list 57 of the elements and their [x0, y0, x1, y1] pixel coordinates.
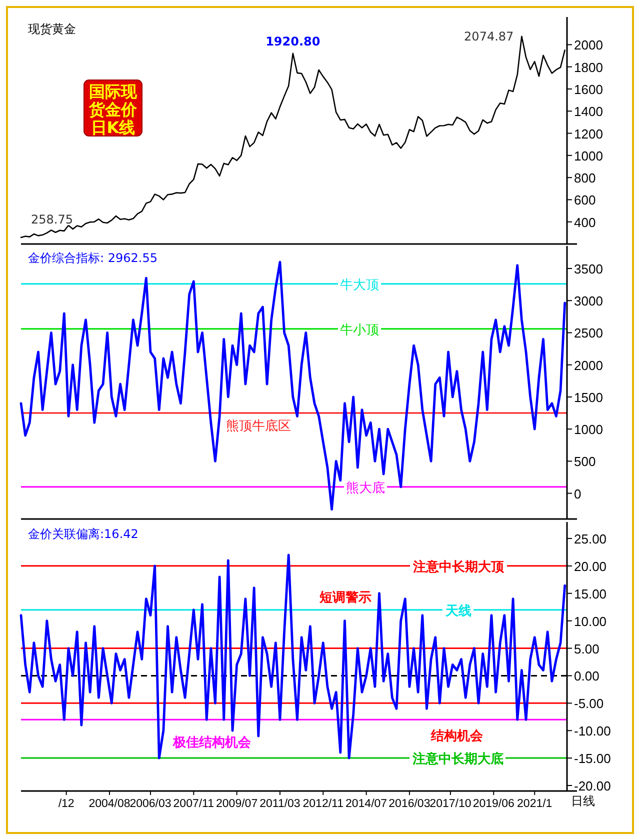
y-tick-label: 1500: [574, 390, 603, 405]
y-tick-label: 3000: [574, 294, 603, 309]
y-tick-label: 25.00: [574, 531, 607, 546]
x-tick-label: 2021/1: [517, 798, 552, 810]
y-tick-label: 2500: [574, 326, 603, 341]
chart-title: 金价关联偏离:16.42: [28, 527, 138, 541]
y-tick-label: 1800: [574, 60, 603, 75]
text: 日线: [571, 794, 595, 808]
y-tick-label: -15.00: [574, 751, 611, 766]
annotation: 2074.87: [464, 29, 514, 44]
y-tick-label: 1600: [574, 82, 603, 97]
y-tick-label: 1000: [574, 148, 603, 164]
ref-line-label: 结构机会: [430, 729, 484, 744]
annotation: 国际现货金价日K线: [88, 82, 138, 137]
y-tick-label: 2000: [574, 358, 603, 373]
y-tick-label: 1000: [574, 422, 603, 438]
y-tick-label: 800: [574, 170, 596, 186]
x-tick-label: 2012/11: [302, 798, 344, 810]
y-tick-label: 5.00: [574, 641, 600, 656]
y-tick-label: -10.00: [574, 724, 611, 739]
chart-title: 现货黄金: [28, 22, 76, 36]
text: 金价综合指标: 2962.55: [28, 251, 158, 265]
x-tick-label: 2016/03: [388, 798, 430, 810]
x-tick-label: /12: [58, 798, 74, 810]
ref-line-label: 牛小顶: [340, 322, 379, 338]
x-tick-label: 2004/08: [88, 798, 130, 810]
ref-line-label: 短调警示: [318, 590, 372, 606]
y-tick-label: 15.00: [574, 586, 607, 602]
ref-line-label: 极佳结构机会: [172, 736, 252, 751]
annotation: 258.75: [31, 212, 73, 226]
x-tick-label: 2014/07: [346, 798, 388, 810]
ref-line-label: 牛大顶: [340, 278, 379, 293]
ref-line-label: 天线: [444, 604, 472, 619]
y-tick-label: 1200: [574, 126, 603, 142]
y-tick-label: -20.00: [574, 778, 611, 794]
x-tick-label: 2011/03: [260, 798, 300, 810]
x-tick-label: 2007/11: [173, 798, 214, 810]
ref-line-label: 熊大底: [346, 480, 385, 496]
annotation: 1920.80: [266, 34, 320, 48]
y-tick-label: 0: [574, 486, 582, 502]
y-tick-label: 500: [574, 454, 596, 470]
x-tick-label: 2009/07: [216, 798, 258, 810]
y-tick-label: 1400: [574, 104, 603, 120]
y-tick-label: 0.00: [574, 668, 600, 684]
x-tick-label: 2017/10: [430, 798, 472, 810]
ref-line-label: 注意中长期大底: [412, 751, 504, 768]
x-tick-label: 2019/06: [472, 798, 514, 810]
y-tick-label: 600: [574, 192, 596, 208]
y-tick-label: 400: [574, 214, 596, 230]
y-tick-label: 20.00: [574, 558, 607, 574]
y-tick-label: 10.00: [574, 614, 607, 629]
y-tick-label: -5.00: [574, 696, 604, 712]
y-tick-label: 2000: [574, 38, 603, 53]
ref-line-label: 注意中长期大顶: [412, 558, 505, 575]
y-tick-label: 3500: [574, 261, 603, 276]
x-tick-label: 2006/03: [130, 798, 172, 810]
ref-line-label: 熊顶牛底区: [226, 419, 291, 434]
